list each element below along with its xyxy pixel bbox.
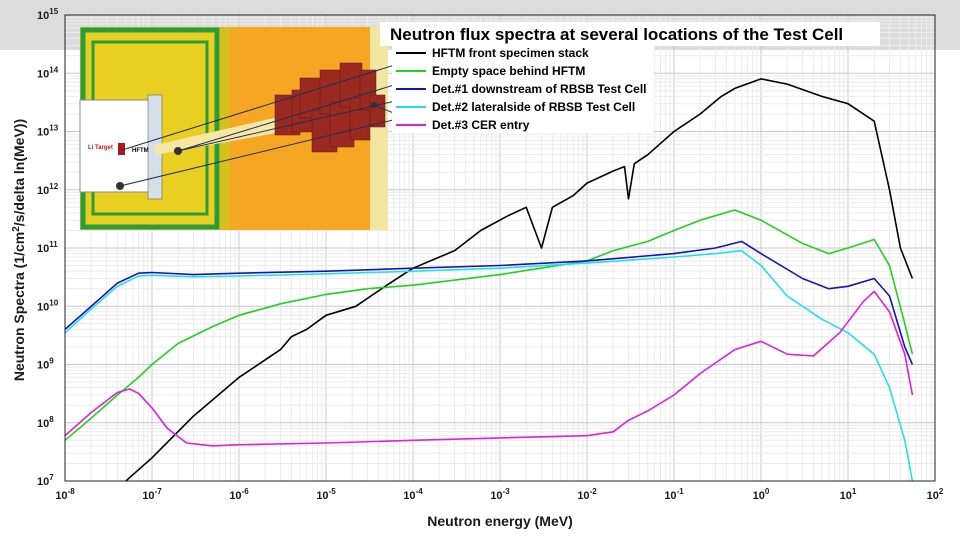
x-tick-label: 10-2 bbox=[577, 487, 597, 502]
legend-label: Empty space behind HFTM bbox=[432, 64, 585, 78]
series-line-4 bbox=[64, 249, 914, 482]
x-tick-label: 100 bbox=[753, 487, 770, 502]
legend-box bbox=[392, 45, 654, 133]
y-tick-label: 109 bbox=[37, 357, 54, 372]
series-line-1 bbox=[125, 78, 914, 482]
x-tick-label: 101 bbox=[840, 487, 857, 502]
legend-label: Det.#2 lateralside of RBSB Test Cell bbox=[432, 100, 635, 114]
y-tick-label: 1011 bbox=[37, 240, 58, 255]
legend-label: HFTM front specimen stack bbox=[432, 46, 589, 60]
legend-label: Det.#3 CER entry bbox=[432, 118, 530, 132]
y-tick-label: 108 bbox=[37, 415, 54, 430]
y-tick-label: 1010 bbox=[37, 298, 59, 313]
plot-frame bbox=[64, 14, 936, 482]
inset-label-target: Li Target bbox=[88, 145, 113, 151]
y-tick-label: 1014 bbox=[37, 65, 59, 80]
legend: HFTM front specimen stack Empty space beh… bbox=[392, 45, 654, 133]
x-tick-label: 10-8 bbox=[55, 487, 75, 502]
x-tick-label: 10-1 bbox=[664, 487, 684, 502]
legend-label: Det.#1 downstream of RBSB Test Cell bbox=[432, 82, 647, 96]
y-tick-label: 1015 bbox=[37, 7, 59, 22]
y-tick-label: 107 bbox=[37, 473, 54, 488]
chart-title: Neutron flux spectra at several location… bbox=[390, 25, 843, 44]
x-tick-label: 10-3 bbox=[490, 487, 510, 502]
x-tick-label: 10-6 bbox=[229, 487, 249, 502]
y-tick-label: 1012 bbox=[37, 182, 59, 197]
series-layer bbox=[64, 78, 914, 482]
x-axis-label: Neutron energy (MeV) bbox=[427, 513, 572, 529]
series-line-3 bbox=[64, 240, 914, 365]
series-line-5 bbox=[64, 290, 914, 447]
inset-geometry-image: Li Target HFTM bbox=[79, 27, 431, 230]
x-tick-label: 10-4 bbox=[403, 487, 423, 502]
x-tick-label: 10-7 bbox=[142, 487, 162, 502]
x-tick-labels: 10-8 10-7 10-6 10-5 10-4 10-3 10-2 10-1 100 101 10… bbox=[55, 487, 944, 502]
y-tick-label: 1013 bbox=[37, 124, 59, 139]
x-tick-label: 102 bbox=[927, 487, 944, 502]
series-line-2 bbox=[64, 209, 914, 441]
title-bg bbox=[380, 22, 880, 46]
inset-label-hftm: HFTM bbox=[132, 148, 149, 154]
y-axis-label: Neutron Spectra (1/cm2/s/delta ln(MeV)) bbox=[11, 119, 27, 381]
x-tick-label: 10-5 bbox=[316, 487, 336, 502]
y-tick-labels: 107 108 109 1010 1011 1012 1013 1014 1015 bbox=[37, 7, 59, 488]
